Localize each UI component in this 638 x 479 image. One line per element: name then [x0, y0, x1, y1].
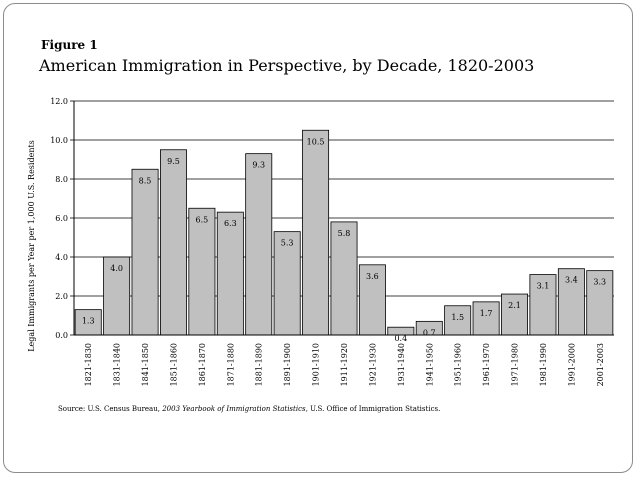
data-label: 1.7 [480, 309, 493, 318]
x-tick-label: 1941-1950 [425, 343, 434, 386]
x-tick-label: 1981-1990 [539, 343, 548, 386]
data-label: 10.5 [307, 137, 325, 146]
data-label: 4.0 [110, 264, 123, 273]
source-note: Source: U.S. Census Bureau, 2003 Yearboo… [58, 405, 440, 413]
data-label: 3.3 [593, 278, 606, 287]
data-label: 5.3 [281, 239, 294, 248]
data-label: 2.1 [508, 301, 521, 310]
y-tick-label: 4.0 [55, 253, 68, 262]
bar [330, 221, 358, 336]
bar [501, 293, 529, 336]
data-label: 9.3 [252, 161, 265, 170]
bar [159, 149, 187, 336]
y-tick-label: 12.0 [50, 97, 68, 106]
bar [358, 264, 386, 336]
x-tick-label: 1971-1980 [511, 343, 520, 386]
x-tick-label: 1831-1840 [113, 343, 122, 386]
x-tick-label: 2001-2003 [596, 343, 605, 386]
data-label: 3.1 [537, 282, 550, 291]
bar [302, 129, 330, 336]
data-label: 0.7 [423, 328, 436, 337]
y-tick-label: 6.0 [55, 214, 68, 223]
source-prefix: Source: U.S. Census Bureau, [58, 405, 160, 413]
y-tick-label: 8.0 [55, 175, 68, 184]
source-suffix: U.S. Office of Immigration Statistics. [310, 405, 441, 413]
y-tick-label: 2.0 [55, 292, 68, 301]
x-tick-label: 1911-1920 [340, 343, 349, 386]
figure-label: Figure 1 [41, 38, 98, 52]
x-tick-label: 1931-1940 [397, 343, 406, 386]
y-tick-label: 0.0 [55, 331, 68, 340]
x-tick-label: 1991-2000 [567, 343, 576, 386]
bar [273, 231, 301, 336]
x-tick-label: 1921-1930 [368, 343, 377, 386]
data-label: 3.4 [565, 276, 578, 285]
data-label: 9.5 [167, 157, 180, 166]
bar [557, 268, 585, 336]
data-label: 6.5 [196, 215, 209, 224]
x-tick-label: 1821-1830 [84, 343, 93, 386]
data-label: 0.4 [394, 334, 407, 343]
data-label: 1.3 [82, 317, 95, 326]
bar [103, 256, 131, 336]
x-tick-label: 1841-1850 [141, 343, 150, 386]
data-label: 5.8 [338, 229, 351, 238]
chart-title: American Immigration in Perspective, by … [39, 56, 535, 75]
bar [74, 309, 102, 336]
x-tick-label: 1861-1870 [198, 343, 207, 386]
data-label: 8.5 [139, 176, 152, 185]
bar [131, 168, 159, 336]
bar [586, 270, 614, 336]
y-tick-label: 10.0 [50, 136, 68, 145]
x-tick-label: 1851-1860 [169, 343, 178, 386]
bar [245, 153, 273, 336]
x-tick-label: 1901-1910 [312, 343, 321, 386]
x-tick-label: 1951-1960 [454, 343, 463, 386]
bar [188, 207, 216, 336]
bar [472, 301, 500, 336]
data-label: 3.6 [366, 272, 379, 281]
y-axis-label: Legal Immigrants per Year per 1,000 U.S.… [27, 140, 36, 352]
bar [216, 211, 244, 336]
x-tick-label: 1891-1900 [283, 343, 292, 386]
x-tick-label: 1881-1890 [255, 343, 264, 386]
source-publication: 2003 Yearbook of Immigration Statistics, [162, 405, 308, 413]
data-label: 6.3 [224, 219, 237, 228]
x-tick-label: 1871-1880 [226, 343, 235, 386]
data-label: 1.5 [451, 313, 464, 322]
x-tick-label: 1961-1970 [482, 343, 491, 386]
